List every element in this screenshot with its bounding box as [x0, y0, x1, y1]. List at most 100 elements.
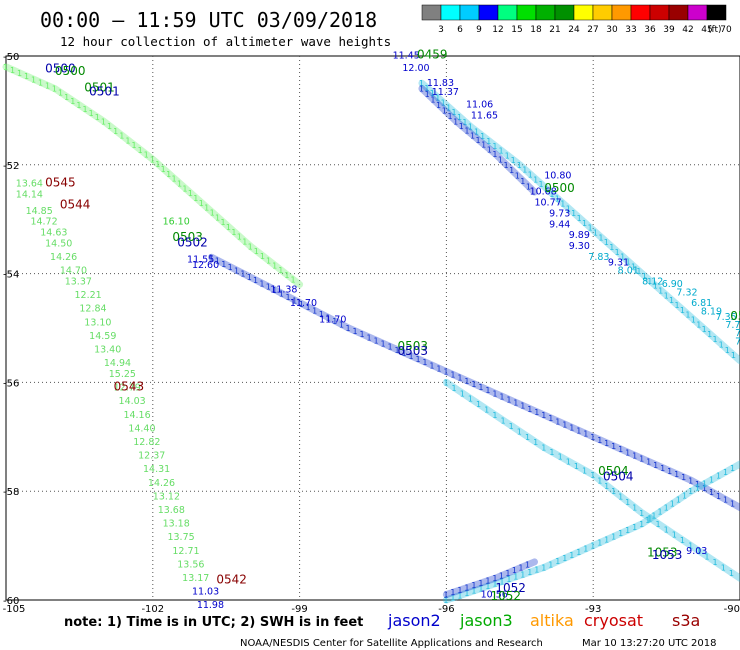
track-mark: 1	[609, 243, 614, 252]
plot-frame	[5, 55, 740, 601]
track-mark: 1	[597, 538, 602, 547]
swh-label: 8.01	[618, 266, 639, 277]
x-tick-label: -99	[291, 604, 307, 615]
swh-label: 12.79	[114, 383, 141, 394]
track-mark: 1	[240, 270, 245, 279]
track-mark: 1	[520, 402, 525, 411]
swh-label: 12.60	[192, 260, 219, 271]
x-tick-label: -105	[3, 604, 26, 615]
track-mark: 1	[150, 155, 155, 164]
track-mark: 1	[611, 532, 616, 541]
track-mark: 1	[248, 242, 253, 251]
track-mark: 1	[443, 378, 448, 387]
track-mark: 1	[688, 487, 693, 496]
track-mark: 1	[730, 500, 735, 509]
track-mark: 1	[620, 253, 625, 262]
scale-tick-label: 42	[682, 25, 693, 35]
track-mark: 1	[667, 467, 672, 476]
track-mark: 1	[436, 101, 441, 110]
swh-label: 14.14	[16, 189, 43, 200]
time-label: 0459	[417, 48, 448, 62]
track-mark: 1	[702, 325, 707, 334]
track-mark: 1	[272, 261, 277, 270]
swh-label: 13.18	[163, 519, 190, 530]
track-mark: 1	[292, 296, 297, 305]
track-mark: 1	[457, 374, 462, 383]
swh-label: 9.44	[549, 219, 570, 230]
y-tick-label: -56	[3, 378, 19, 389]
track-mark: 1	[549, 448, 554, 457]
time-label: 1053	[652, 548, 683, 562]
swh-label: 9.31	[608, 257, 629, 268]
swh-label: 14.26	[148, 478, 175, 489]
track-mark: 1	[161, 165, 166, 174]
swh-label: 10.80	[544, 170, 571, 181]
swh-label: 13.64	[16, 179, 43, 190]
track-mark: 1	[674, 470, 679, 479]
track-mark: 1	[569, 423, 574, 432]
track-mark: 1	[76, 101, 81, 110]
track-band	[442, 378, 740, 582]
track-mark: 1	[478, 383, 483, 392]
track-mark: 1	[639, 509, 644, 518]
scale-swatch	[649, 4, 670, 21]
track-mark: 1	[279, 289, 284, 298]
y-tick-label: -60	[3, 596, 19, 607]
track-mark: 1	[319, 310, 324, 319]
track-mark: 1	[457, 113, 462, 122]
track-mark: 1	[721, 563, 726, 572]
track-mark: 1	[597, 476, 602, 485]
track-mark: 1	[505, 569, 510, 578]
swh-color-scale: 3 6 9 12 15 18 21 24 27 30 33 36 39 42 45 70	[421, 4, 732, 35]
track-mark: 1	[664, 291, 669, 300]
track-mark: 1	[441, 99, 446, 108]
y-tick-labels: -50 -52 -54 -56 -58 -60	[3, 52, 19, 607]
time-label: 0544	[60, 197, 91, 211]
time-label: 0503	[397, 344, 428, 358]
scale-tick-label: 33	[625, 25, 636, 35]
track-mark: 1	[285, 293, 290, 302]
track-mark: 1	[653, 461, 658, 470]
track-mark: 1	[215, 257, 220, 266]
track-mark: 1	[534, 566, 539, 575]
swh-label: 13.12	[153, 491, 180, 502]
track-mark: 1	[193, 194, 198, 203]
track-mark: 1	[155, 160, 160, 169]
track-mark: 1	[486, 137, 491, 146]
track-mark: 1	[31, 75, 36, 84]
track-mark: 1	[582, 466, 587, 475]
swh-label: 11.70	[319, 315, 346, 326]
track-mark: 1	[459, 122, 464, 131]
track-mark: 1	[685, 311, 690, 320]
track-mark: 1	[476, 136, 481, 145]
track-mark: 1	[577, 214, 582, 223]
track-mark: 1	[234, 266, 239, 275]
track-mark: 1	[305, 303, 310, 312]
track-mark: 1	[231, 228, 236, 237]
track-mark: 1	[83, 105, 88, 114]
track-mark: 1	[511, 156, 516, 165]
time-label: 1052	[490, 589, 521, 603]
track-mark: 1	[125, 136, 130, 145]
track-mark: 1	[618, 529, 623, 538]
swh-label: 6.81	[691, 298, 712, 309]
scale-tick-label: 39	[663, 25, 675, 35]
track-mark: 1	[17, 69, 22, 78]
track-mark: 1	[492, 574, 497, 583]
track-mark: 1	[107, 122, 112, 131]
track-mark: 1	[460, 389, 465, 398]
track-mark: 1	[254, 247, 259, 256]
track-mark: 1	[24, 72, 29, 81]
track-mark: 1	[688, 542, 693, 551]
track-mark: 1	[548, 560, 553, 569]
track-mark: 1	[660, 464, 665, 473]
swh-label: 14.03	[119, 396, 146, 407]
swh-label: 7.53	[735, 336, 740, 347]
track-mark: 1	[625, 448, 630, 457]
track-mark: 1	[541, 444, 546, 453]
swh-label: 11.45	[393, 51, 420, 62]
track-mark: 1	[702, 479, 707, 488]
track-mark: 1	[415, 355, 420, 364]
